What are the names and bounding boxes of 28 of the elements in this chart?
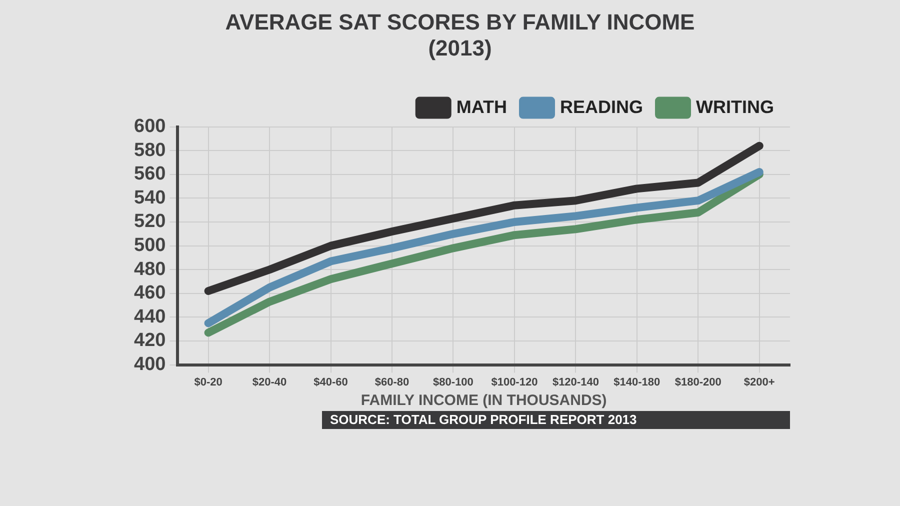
y-tick-label: 600 [134, 116, 166, 138]
text: (2013) [428, 36, 492, 61]
y-tick-label: 480 [134, 258, 166, 280]
x-tick-label: $180-200 [674, 376, 722, 388]
source-note: SOURCE: TOTAL GROUP PROFILE REPORT 2013 [322, 411, 790, 429]
x-tick-label: $20-40 [252, 376, 287, 388]
x-tick-label: $80-100 [433, 376, 474, 388]
y-tick-label: 440 [134, 306, 166, 328]
x-tick-label: $140-180 [614, 376, 660, 388]
legend-label: READING [560, 96, 644, 117]
y-tick-label: 540 [134, 187, 166, 208]
x-axis-title: FAMILY INCOME (IN THOUSANDS) [360, 392, 607, 410]
x-tick-label: $60-80 [374, 376, 410, 388]
x-tick-label: $0-20 [194, 376, 222, 388]
x-tick-label: $40-60 [314, 376, 348, 388]
x-tick-label: $200+ [744, 376, 775, 388]
y-tick-label: 460 [134, 282, 166, 304]
y-tick-label: 400 [134, 354, 166, 376]
y-tick-label: 500 [134, 235, 166, 256]
y-tick-label: 420 [134, 330, 166, 352]
text: AVERAGE SAT SCORES BY FAMILY INCOME [225, 9, 695, 34]
legend-label: MATH [456, 96, 508, 117]
y-tick-label: 580 [134, 140, 166, 161]
y-tick-label: 560 [134, 164, 166, 185]
x-tick-label: $100-120 [491, 376, 538, 388]
y-tick-label: 520 [134, 211, 166, 232]
x-tick-label: $120-140 [552, 376, 599, 388]
legend-label: WRITING [696, 96, 774, 117]
